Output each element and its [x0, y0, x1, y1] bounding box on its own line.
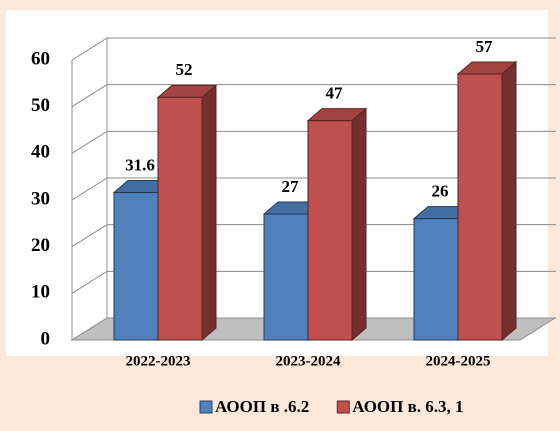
- bars: [112, 60, 518, 342]
- legend-swatch: [199, 400, 213, 414]
- value-label: 26: [432, 182, 449, 201]
- bar: [306, 107, 368, 342]
- bar: [156, 84, 218, 342]
- value-label: 31.6: [125, 155, 155, 174]
- bar-side: [351, 107, 367, 342]
- bar-front: [457, 73, 503, 341]
- x-tick-label: 2023-2024: [276, 353, 341, 369]
- x-tick-label: 2022-2023: [126, 353, 191, 369]
- y-tick-label: 20: [31, 235, 50, 256]
- y-tick-label: 10: [31, 282, 50, 303]
- legend-label: АООП в .6.2: [215, 397, 309, 416]
- bar-front: [413, 218, 459, 341]
- bar-side: [201, 84, 217, 342]
- y-tick-label: 60: [31, 48, 50, 69]
- value-label: 27: [282, 177, 300, 196]
- value-label: 52: [176, 60, 193, 79]
- bar-front: [113, 192, 159, 341]
- value-label: 47: [326, 84, 344, 103]
- bar-side: [501, 60, 517, 342]
- bar-front: [263, 213, 309, 341]
- y-tick-label: 0: [41, 328, 51, 349]
- legend-label: АООП в. 6.3, 1: [352, 397, 463, 416]
- bar-front: [157, 96, 203, 341]
- y-tick-label: 30: [31, 188, 50, 209]
- y-tick-label: 40: [31, 142, 50, 163]
- legend-swatch: [336, 400, 350, 414]
- bar: [456, 60, 518, 342]
- y-tick-label: 50: [31, 95, 50, 116]
- x-tick-label: 2024-2025: [426, 353, 491, 369]
- labels: 0 10 20 30 40 50 60 2022-2023 31.6 52 2023-2024 27 4…: [31, 37, 493, 370]
- bar-front: [307, 120, 353, 341]
- value-label: 57: [476, 37, 494, 56]
